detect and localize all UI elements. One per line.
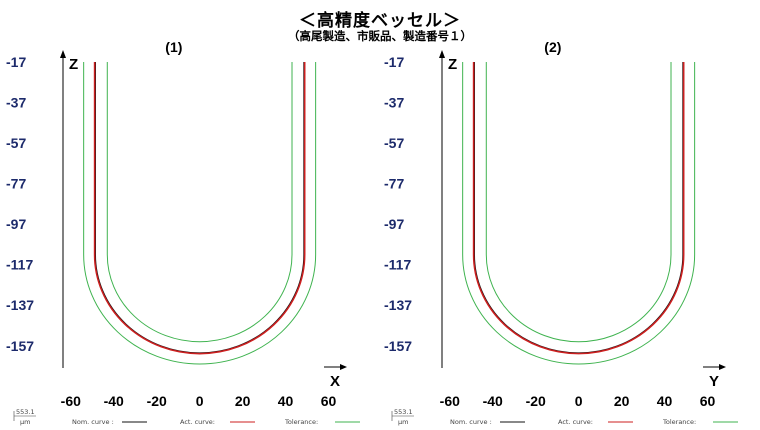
y-tick-label: -37 [6, 95, 26, 111]
x-axis-arrow [340, 364, 347, 370]
y-tick-label: -77 [384, 176, 404, 192]
page-title: ＜高精度ベッセル＞ [299, 11, 461, 31]
x-axis-label: X [330, 373, 340, 390]
scale-unit: μm [20, 418, 30, 426]
y-tick-label: -57 [6, 135, 26, 151]
y-tick-label: -137 [6, 297, 34, 313]
x-tick-label: -60 [440, 393, 460, 409]
chart-panel-1: (1) Z -17 -37 -57 -77 -97 -117 -137 -157 -60 -40 -20… [6, 39, 360, 426]
y-axis-label: Z [448, 56, 457, 73]
x-tick-label: 20 [235, 393, 251, 409]
y-tick-label: -37 [384, 95, 404, 111]
x-tick-label: 60 [700, 393, 716, 409]
x-tick-label: 40 [278, 393, 294, 409]
y-tick-label: -17 [384, 54, 404, 70]
x-tick-label: 0 [196, 393, 204, 409]
y-tick-label: -157 [384, 338, 412, 354]
y-tick-label: -157 [6, 338, 34, 354]
x-axis-label: Y [709, 373, 719, 390]
legend-label: Act. curve: [558, 418, 593, 426]
y-tick-label: -97 [384, 216, 404, 232]
x-tick-label: 0 [575, 393, 583, 409]
x-axis-arrow [719, 364, 726, 370]
scale-unit: μm [398, 418, 408, 426]
chart-panel-2: (2) Z -17 -37 -57 -77 -97 -117 -137 -157 -60 -40 -20… [384, 39, 738, 426]
actual-curve [93, 62, 306, 355]
tolerance-inner-curve [106, 62, 293, 342]
panel-title: (1) [165, 39, 182, 55]
page-subtitle: （高尾製造、市販品、製造番号１） [288, 29, 472, 43]
legend-label: Tolerance: [284, 418, 318, 426]
x-tick-label: 20 [614, 393, 630, 409]
y-axis-arrow [60, 50, 66, 58]
x-tick-label: -20 [526, 393, 546, 409]
y-tick-label: -57 [384, 135, 404, 151]
panel-title: (2) [544, 39, 561, 55]
y-tick-label: -137 [384, 297, 412, 313]
nominal-curve [94, 62, 305, 353]
actual-curve [472, 62, 685, 355]
y-axis-label: Z [69, 56, 78, 73]
scale-value: 553.1 [16, 408, 35, 416]
x-tick-label: -40 [104, 393, 124, 409]
scale-value: 553.1 [394, 408, 413, 416]
tolerance-outer-curve [462, 62, 696, 365]
x-tick-label: 60 [321, 393, 337, 409]
legend-label: Act. curve: [180, 418, 215, 426]
tolerance-inner-curve [485, 62, 672, 342]
x-tick-label: -20 [147, 393, 167, 409]
y-tick-label: -77 [6, 176, 26, 192]
x-tick-label: -60 [61, 393, 81, 409]
legend-label: Tolerance: [662, 418, 696, 426]
tolerance-outer-curve [83, 62, 317, 365]
y-axis-arrow [439, 50, 445, 58]
y-tick-label: -117 [6, 257, 33, 273]
nominal-curve [473, 62, 684, 353]
y-tick-label: -117 [384, 257, 411, 273]
x-tick-label: -40 [483, 393, 503, 409]
y-tick-label: -97 [6, 216, 26, 232]
x-tick-label: 40 [657, 393, 673, 409]
y-tick-label: -17 [6, 54, 26, 70]
legend-label: Nom. curve : [450, 418, 492, 426]
legend-label: Nom. curve : [72, 418, 114, 426]
